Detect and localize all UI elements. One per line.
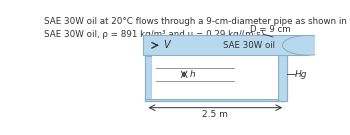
Text: SAE 30W oil, ρ = 891 kg/m³ and μ = 0.29 kg/(m·s).: SAE 30W oil, ρ = 891 kg/m³ and μ = 0.29 … [44,30,267,39]
Text: h: h [190,70,196,79]
Text: Hg: Hg [295,70,308,79]
Text: SAE 30W oil at 20°C flows through a 9-cm-diameter pipe as shown in the diagram a: SAE 30W oil at 20°C flows through a 9-cm… [44,17,350,26]
Bar [152,56,278,99]
Circle shape [282,35,334,55]
Text: 2.5 m: 2.5 m [202,110,228,119]
Text: SAE 30W oil: SAE 30W oil [223,41,275,50]
Bar [146,99,285,101]
Bar [143,35,308,55]
Text: V: V [163,40,170,50]
Bar [146,56,152,101]
Text: D = 9 cm: D = 9 cm [250,25,290,34]
Bar [278,50,287,101]
